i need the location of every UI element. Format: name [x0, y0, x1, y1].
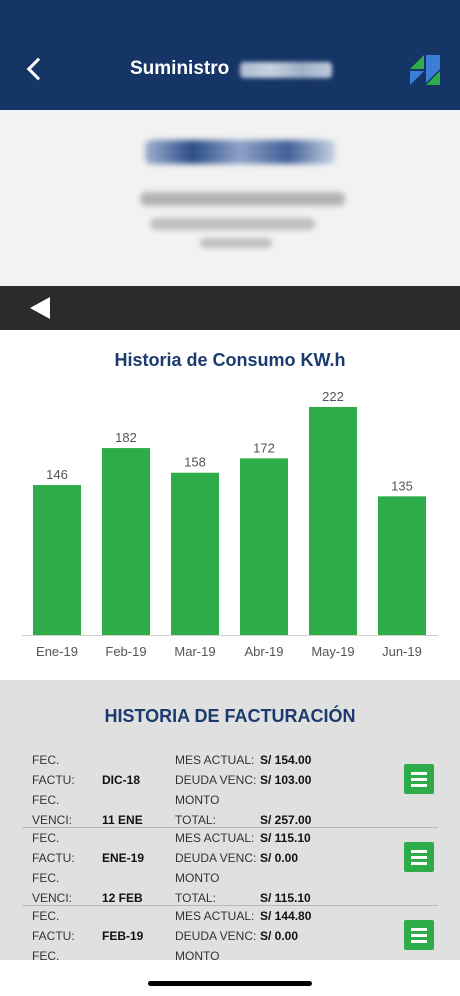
bar-Jun-19 [378, 496, 426, 635]
monto-total-value: S/ 115.10 [260, 891, 311, 905]
back-chevron-icon[interactable] [22, 55, 50, 87]
company-logo-icon[interactable] [410, 55, 440, 85]
billing-amounts: MES ACTUAL: S/ 144.80 DEUDA VENC: S/ 0.00 MO… [175, 906, 311, 960]
deuda-venc-label: DEUDA VENC: [175, 773, 257, 787]
fec-venci-label: FEC. VENCI: [32, 949, 60, 960]
fec-venci-value: 11 ENE [102, 813, 143, 827]
home-indicator[interactable] [148, 981, 312, 986]
fec-factu-value: FEB-19 [102, 929, 144, 943]
mes-actual-value: S/ 144.80 [260, 909, 312, 923]
fec-venci-label: FEC. VENCI: [32, 793, 73, 827]
bottom-bar [0, 960, 460, 996]
document-list-icon[interactable] [404, 920, 434, 950]
deuda-venc-value: S/ 0.00 [260, 851, 299, 865]
fec-venci-label: FEC. VENCI: [32, 871, 73, 905]
category-label-May-19: May-19 [311, 644, 354, 659]
deuda-venc-value: S/ 0.00 [260, 929, 299, 943]
blurred-customer-name [145, 140, 335, 164]
deuda-venc-label: DEUDA VENC: [175, 929, 257, 943]
blurred-address-line [200, 238, 272, 248]
billing-amounts: MES ACTUAL: S/ 115.10 DEUDA VENC: S/ 0.00 MO… [175, 828, 311, 908]
bar-Ene-19 [33, 485, 81, 635]
value-label-Mar-19: 158 [184, 455, 206, 470]
document-list-icon[interactable] [404, 842, 434, 872]
triangle-left-icon[interactable] [30, 297, 50, 319]
value-label-Abr-19: 172 [253, 440, 275, 455]
navigation-bar [0, 286, 460, 330]
category-label-Feb-19: Feb-19 [105, 644, 146, 659]
category-label-Ene-19: Ene-19 [36, 644, 78, 659]
billing-dates: FEC. FACTU: DIC-18 FEC. VENCI: 11 ENE [32, 750, 143, 830]
document-list-icon[interactable] [404, 764, 434, 794]
billing-row: FEC. FACTU: ENE-19 FEC. VENCI: 12 FEB MES AC… [22, 828, 438, 906]
fec-factu-label: FEC. FACTU: [32, 909, 75, 943]
fec-factu-value: DIC-18 [102, 773, 141, 787]
value-label-Feb-19: 182 [115, 430, 137, 445]
mes-actual-label: MES ACTUAL: [175, 909, 255, 923]
billing-row: FEC. FACTU: DIC-18 FEC. VENCI: 11 ENE MES AC… [22, 750, 438, 828]
bar-Feb-19 [102, 448, 150, 635]
billing-history-section: HISTORIA DE FACTURACIÓN FEC. FACTU: DIC-1… [0, 680, 460, 960]
billing-amounts: MES ACTUAL: S/ 154.00 DEUDA VENC: S/ 103.00… [175, 750, 311, 830]
fec-factu-label: FEC. FACTU: [32, 831, 75, 865]
deuda-venc-value: S/ 103.00 [260, 773, 312, 787]
bar-May-19 [309, 407, 357, 635]
value-label-Jun-19: 135 [391, 478, 413, 493]
fec-factu-value: ENE-19 [102, 851, 145, 865]
category-label-Abr-19: Abr-19 [244, 644, 283, 659]
value-label-May-19: 222 [322, 389, 344, 404]
page-title: Suministro [130, 58, 230, 79]
billing-title: HISTORIA DE FACTURACIÓN [104, 706, 356, 726]
fec-factu-label: FEC. FACTU: [32, 753, 75, 787]
mes-actual-value: S/ 115.10 [260, 831, 311, 845]
deuda-venc-label: DEUDA VENC: [175, 851, 257, 865]
monto-total-label: MONTO TOTAL: [175, 793, 220, 827]
monto-total-label: MONTO TOTAL: [175, 949, 220, 960]
fec-venci-value: 12 FEB [102, 891, 143, 905]
customer-info-panel [0, 110, 460, 286]
bar-Mar-19 [171, 472, 219, 635]
category-label-Mar-19: Mar-19 [174, 644, 215, 659]
bar-Abr-19 [240, 458, 288, 635]
category-label-Jun-19: Jun-19 [382, 644, 422, 659]
consumption-chart-section: 146 Ene-19 182 Feb-19 158 Mar-19 172 Abr-19 222 M… [0, 330, 460, 680]
monto-total-label: MONTO TOTAL: [175, 871, 220, 905]
mes-actual-label: MES ACTUAL: [175, 753, 255, 767]
billing-dates: FEC. FACTU: ENE-19 FEC. VENCI: 12 FEB [32, 828, 144, 908]
mes-actual-value: S/ 154.00 [260, 753, 312, 767]
app-header: Suministro [0, 0, 460, 110]
blurred-address-line [140, 192, 345, 206]
value-label-Ene-19: 146 [46, 467, 68, 482]
mes-actual-label: MES ACTUAL: [175, 831, 255, 845]
blurred-address-line [150, 218, 315, 230]
chart-title: Historia de Consumo KW.h [114, 350, 346, 370]
consumption-bar-chart: 146 Ene-19 182 Feb-19 158 Mar-19 172 Abr-19 222 M… [22, 389, 438, 659]
monto-total-value: S/ 257.00 [260, 813, 312, 827]
blurred-supply-number [240, 62, 332, 78]
